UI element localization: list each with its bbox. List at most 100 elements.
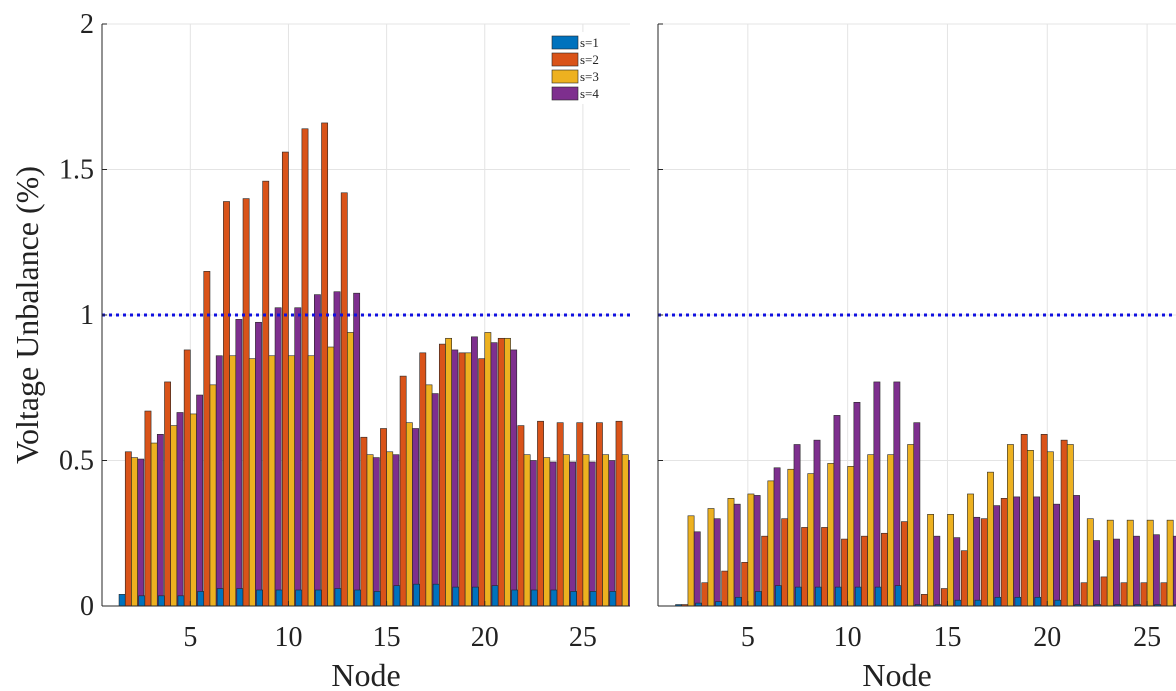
bar-s3-node-15 <box>386 451 394 606</box>
legend: s=1 s=2 s=3 s=4 <box>548 32 620 104</box>
bar-s4-node-24 <box>1133 535 1140 606</box>
y-axis-title: Voltage Unbalance (%) <box>9 166 45 464</box>
x-tick-label: 15 <box>373 622 401 653</box>
bar-s2-node-26 <box>596 422 603 606</box>
bar-s1-node-9 <box>814 586 822 606</box>
bar-s1-node-17 <box>974 599 982 606</box>
x-tick-label: 5 <box>741 622 755 653</box>
bar-s1-node-18 <box>994 596 1002 606</box>
bar-s2-node-8 <box>242 198 250 606</box>
bar-s4-node-10 <box>294 307 302 606</box>
bar-s2-node-24 <box>556 422 564 606</box>
legend-swatch-s4 <box>551 86 579 101</box>
bar-s1-node-3 <box>138 595 146 606</box>
bar-s3-node-23 <box>1106 519 1114 606</box>
bar-s4-node-26 <box>1172 535 1176 606</box>
bar-s3-node-13 <box>347 332 354 606</box>
bar-s4-node-13 <box>913 422 921 606</box>
bar-s4-node-9 <box>274 307 282 606</box>
bar-s3-node-2 <box>687 515 695 606</box>
bar-s4-node-10 <box>853 401 861 606</box>
bar-s1-node-17 <box>413 583 420 606</box>
bar-s4-node-15 <box>392 454 400 606</box>
bar-s4-node-23 <box>549 461 557 606</box>
bar-s2-node-19 <box>458 352 466 606</box>
bar-s3-node-22 <box>523 454 531 606</box>
x-tick-label: 5 <box>183 622 197 653</box>
bar-s4-node-14 <box>372 457 380 606</box>
bar-s2-node-18 <box>438 343 446 606</box>
bar-s2-node-7 <box>223 201 230 606</box>
bar-s2-node-25 <box>1140 582 1148 606</box>
bar-s2-node-8 <box>801 527 809 606</box>
bar-s4-node-26 <box>608 460 616 606</box>
bar-s3-node-10 <box>288 355 295 606</box>
bar-s3-node-21 <box>1066 444 1074 606</box>
bar-s2-node-17 <box>419 352 427 606</box>
bar-s3-node-7 <box>229 355 237 606</box>
bar-s2-node-10 <box>841 538 848 606</box>
legend-swatch-s3 <box>551 69 579 84</box>
bar-s4-node-4 <box>733 503 741 606</box>
legend-label-s3: s=3 <box>580 69 599 84</box>
legend-swatch-s2 <box>551 52 579 67</box>
bar-s3-node-4 <box>170 425 178 606</box>
bar-s4-node-22 <box>1093 540 1100 606</box>
bar-s2-node-20 <box>1040 434 1048 606</box>
bar-s1-node-6 <box>755 591 762 606</box>
bar-s4-node-19 <box>1033 496 1041 606</box>
bar-s1-node-4 <box>158 595 165 606</box>
bar-s4-node-15 <box>953 537 961 606</box>
bar-s3-node-27 <box>621 454 629 606</box>
bar-s3-node-3 <box>150 442 158 606</box>
bar-s2-node-10 <box>281 151 289 606</box>
bar-s4-node-27 <box>628 460 630 606</box>
bar-s3-node-8 <box>248 358 256 606</box>
bar-s1-node-27 <box>609 591 617 606</box>
bar-s3-node-24 <box>1126 519 1134 606</box>
bar-s2-node-4 <box>721 570 729 606</box>
bar-s2-node-16 <box>960 550 968 606</box>
bar-s1-node-8 <box>236 588 244 606</box>
bar-s3-node-9 <box>827 463 835 606</box>
bars <box>675 381 1176 606</box>
bar-s1-node-11 <box>854 586 862 606</box>
bar-s2-node-21 <box>497 337 505 606</box>
bar-s1-node-24 <box>550 589 558 606</box>
bar-s4-node-14 <box>933 535 941 606</box>
bar-s3-node-7 <box>787 468 795 606</box>
bar-s2-node-17 <box>980 518 988 606</box>
bar-s3-node-10 <box>847 466 855 606</box>
bar-s3-node-19 <box>1027 450 1034 606</box>
bar-s4-node-2 <box>137 458 145 606</box>
x-axis-title: Node <box>331 657 400 691</box>
bar-s2-node-24 <box>1120 582 1128 606</box>
bar-s1-node-13 <box>334 588 342 606</box>
bar-s3-node-17 <box>987 471 994 606</box>
bar-s1-node-22 <box>511 589 519 606</box>
bar-s4-node-5 <box>753 495 761 606</box>
bar-s3-node-11 <box>867 454 875 606</box>
bar-s3-node-22 <box>1086 518 1094 606</box>
bar-s2-node-7 <box>781 518 789 606</box>
bar-s2-node-6 <box>203 271 211 606</box>
bar-s2-node-23 <box>537 420 544 606</box>
bar-s1-node-7 <box>775 585 782 606</box>
bar-s3-node-20 <box>484 332 492 606</box>
bar-s2-node-14 <box>360 436 368 606</box>
bar-s2-node-2 <box>124 451 132 606</box>
bar-s1-node-7 <box>216 588 224 606</box>
bar-s2-node-27 <box>615 420 623 606</box>
bar-s3-node-11 <box>307 355 315 606</box>
bar-s4-node-3 <box>156 434 164 606</box>
bar-s4-node-21 <box>1073 495 1080 606</box>
bar-s3-node-19 <box>464 352 472 606</box>
bar-s1-node-25 <box>570 591 577 606</box>
bar-s3-node-15 <box>947 514 954 606</box>
bar-s4-node-5 <box>196 394 204 606</box>
chart-panel-2: 5 10 15 20 25 Node <box>657 23 1176 691</box>
bar-s3-node-16 <box>405 422 413 606</box>
bar-s4-node-13 <box>353 292 361 606</box>
